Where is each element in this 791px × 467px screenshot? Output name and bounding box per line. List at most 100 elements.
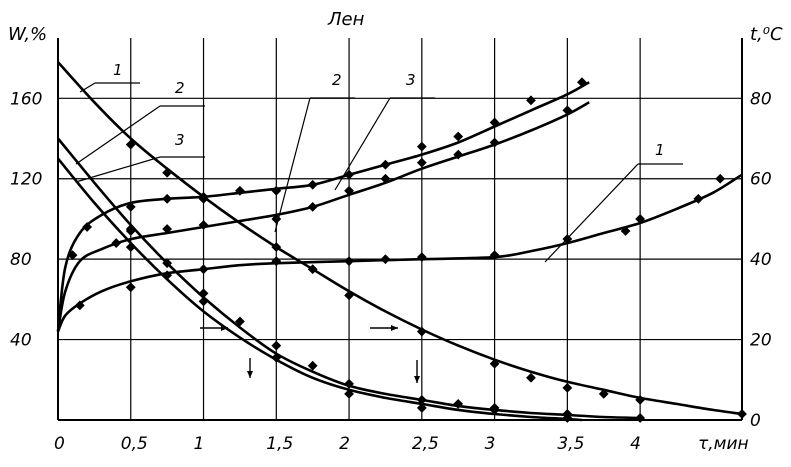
leader-line bbox=[544, 163, 639, 263]
leader-line bbox=[274, 97, 311, 233]
temperature-marker-2 bbox=[416, 157, 427, 168]
moisture-marker-3 bbox=[416, 403, 427, 413]
y-right-tick-label: 40 bbox=[750, 250, 772, 270]
moisture-marker-2 bbox=[635, 413, 646, 423]
moisture-marker-1 bbox=[344, 290, 354, 301]
leader-line bbox=[334, 97, 391, 191]
temperature-marker-2 bbox=[344, 185, 354, 196]
leader-line bbox=[79, 82, 96, 93]
temperature-marker-2 bbox=[380, 173, 391, 184]
moisture-marker-1 bbox=[635, 394, 646, 405]
arrow-head bbox=[221, 325, 228, 331]
leader-line bbox=[75, 156, 161, 183]
moisture-marker-3 bbox=[562, 413, 573, 423]
moisture-marker-1 bbox=[562, 382, 573, 393]
moisture-marker-1 bbox=[526, 372, 536, 383]
y-right-tick-label: 20 bbox=[750, 331, 772, 351]
curve-number-label: 2 bbox=[332, 71, 342, 89]
temperature-marker-1 bbox=[125, 282, 136, 293]
temperature-marker-3 bbox=[526, 95, 536, 106]
temperature-marker-3 bbox=[489, 117, 500, 128]
temperature-marker-3 bbox=[271, 185, 282, 196]
arrow-head bbox=[391, 325, 398, 331]
temperature-marker-3 bbox=[380, 159, 391, 170]
temperature-marker-2 bbox=[162, 224, 173, 234]
temperature-marker-1 bbox=[489, 250, 500, 261]
temperature-marker-2 bbox=[453, 149, 464, 160]
y-right-axis-title: t,⁰C bbox=[750, 24, 783, 45]
moisture-marker-1 bbox=[271, 242, 282, 253]
y-right-tick-label: 80 bbox=[750, 89, 772, 109]
moisture-marker-2 bbox=[307, 360, 318, 371]
temperature-marker-2 bbox=[198, 220, 209, 230]
moisture-marker-3 bbox=[162, 258, 173, 269]
moisture-marker-1 bbox=[737, 409, 747, 419]
moisture-marker-3 bbox=[344, 388, 354, 399]
x-tick-label: 2,5 bbox=[412, 434, 439, 454]
moisture-marker-3 bbox=[271, 352, 282, 363]
y-right-tick-label: 0 bbox=[750, 411, 761, 431]
temperature-marker-2 bbox=[489, 137, 500, 148]
temperature-marker-3 bbox=[125, 201, 136, 212]
y-left-tick-label: 80 bbox=[10, 250, 32, 270]
temperature-marker-3 bbox=[344, 169, 354, 180]
temperature-marker-3 bbox=[235, 185, 245, 196]
temperature-marker-1 bbox=[198, 264, 209, 275]
moisture-marker-1 bbox=[162, 167, 173, 178]
moisture-marker-1 bbox=[125, 139, 136, 150]
curve-number-label: 3 bbox=[406, 71, 416, 89]
temperature-marker-2 bbox=[111, 238, 122, 248]
moisture-marker-3 bbox=[489, 405, 500, 415]
x-tick-label: 1,5 bbox=[266, 434, 293, 454]
y-left-tick-label: 120 bbox=[10, 170, 42, 190]
x-tick-labels: 0 0,5 1 1,5 2 2,5 3 3,5 4 bbox=[54, 434, 641, 454]
x-tick-label: 3,5 bbox=[557, 434, 584, 454]
temperature-marker-1 bbox=[344, 256, 354, 267]
y-left-tick-labels: 40 80 120 160 bbox=[10, 89, 42, 350]
y-right-tick-label: 60 bbox=[750, 170, 772, 190]
arrows bbox=[200, 325, 420, 383]
curve-number-label: 2 bbox=[175, 79, 185, 97]
moisture-marker-1 bbox=[598, 388, 609, 399]
temperature-marker-1 bbox=[380, 254, 391, 265]
temperature-marker-3 bbox=[416, 141, 427, 152]
y-left-tick-label: 160 bbox=[10, 89, 42, 109]
arrow-head bbox=[247, 371, 253, 378]
y-left-axis-title: W,% bbox=[8, 24, 47, 45]
moisture-marker-1 bbox=[307, 264, 318, 275]
moisture-curve-1 bbox=[57, 61, 743, 416]
grid bbox=[57, 38, 743, 420]
x-tick-label: 1 bbox=[194, 434, 205, 454]
arrow-head bbox=[414, 376, 420, 383]
temperature-marker-3 bbox=[307, 179, 318, 190]
temperature-marker-1 bbox=[715, 173, 726, 184]
moisture-marker-1 bbox=[489, 358, 500, 369]
curve-number-label: 1 bbox=[113, 61, 123, 79]
temperature-marker-1 bbox=[416, 252, 427, 263]
moisture-marker-2 bbox=[271, 340, 282, 351]
temperature-marker-2 bbox=[67, 250, 78, 261]
temperature-marker-1 bbox=[271, 256, 282, 267]
temperature-curve-2 bbox=[56, 101, 590, 332]
moisture-marker-2 bbox=[235, 316, 245, 327]
temperature-curve-3 bbox=[56, 81, 590, 332]
x-tick-label: 2 bbox=[339, 434, 350, 454]
x-axis-title: τ,мин bbox=[698, 434, 749, 454]
plot-area bbox=[56, 61, 743, 422]
temperature-marker-3 bbox=[453, 131, 464, 142]
moisture-marker-3 bbox=[198, 296, 209, 307]
x-tick-label: 3 bbox=[485, 434, 496, 454]
moisture-marker-3 bbox=[125, 242, 136, 253]
temperature-marker-3 bbox=[162, 193, 173, 204]
curve-number-label: 1 bbox=[655, 141, 665, 159]
y-left-tick-label: 40 bbox=[10, 331, 32, 351]
chart-title: Лен bbox=[327, 9, 365, 30]
moisture-marker-2 bbox=[344, 378, 354, 389]
curve-labels: 1 2 3 2 3 1 bbox=[75, 61, 683, 263]
temperature-marker-2 bbox=[307, 201, 318, 212]
temperature-marker-3 bbox=[577, 77, 587, 88]
x-tick-label: 4 bbox=[630, 434, 641, 454]
curve-number-label: 3 bbox=[175, 131, 185, 149]
x-tick-label: 0,5 bbox=[121, 434, 148, 454]
